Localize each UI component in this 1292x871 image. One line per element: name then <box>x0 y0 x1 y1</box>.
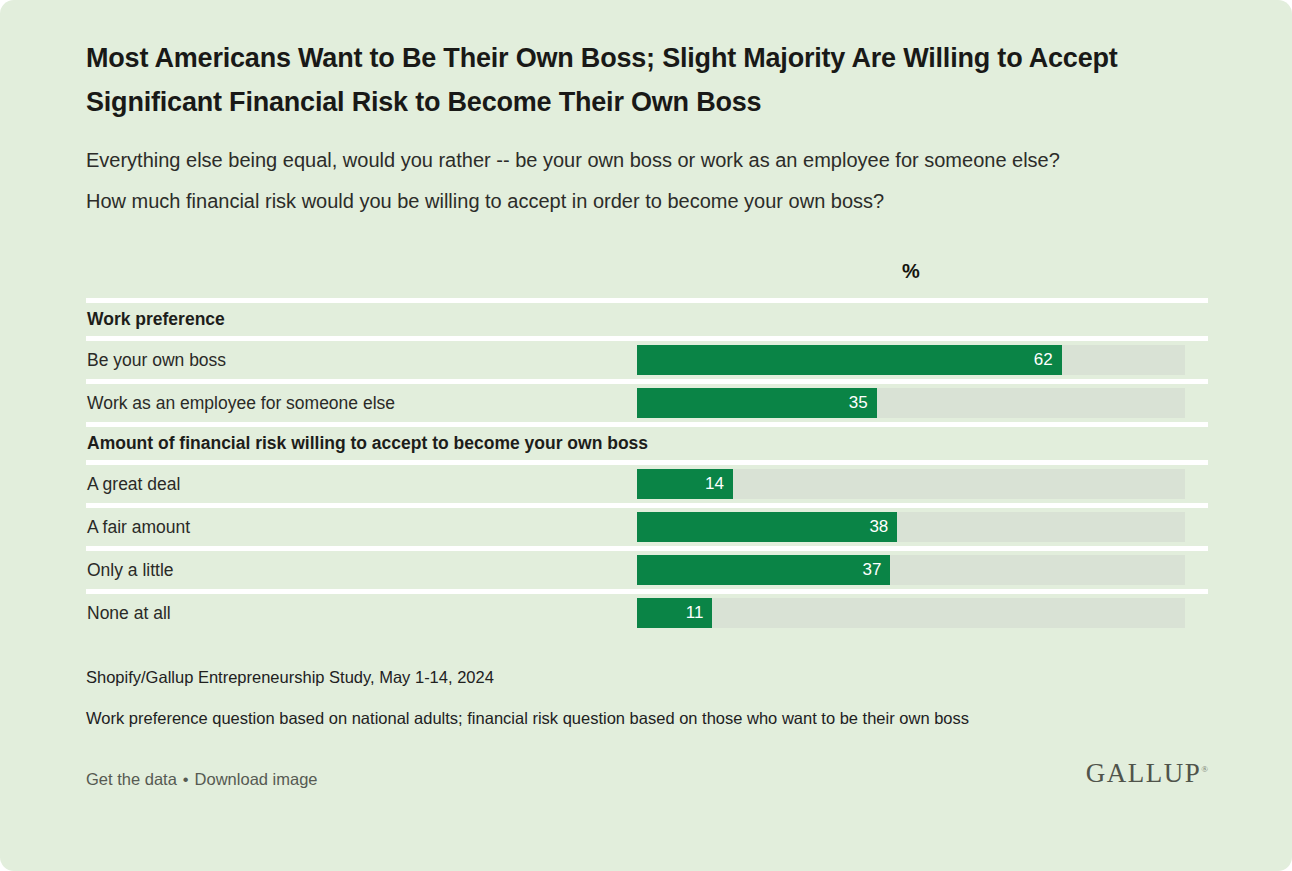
bar-value-label: 11 <box>686 603 713 623</box>
link-separator-bullet: • <box>183 770 189 788</box>
bar: 38 <box>637 512 897 542</box>
bar-track: 37 <box>637 555 1185 585</box>
section-header-row: Amount of financial risk willing to acce… <box>86 422 1208 460</box>
bar: 14 <box>637 469 733 499</box>
footer-bottom-row: Get the data • Download image GALLUP® <box>86 758 1208 789</box>
question-work-preference: Everything else being equal, would you r… <box>86 140 1186 181</box>
value-axis-label: % <box>637 260 1185 290</box>
bar-chart-table: Work preference Be your own boss 62 Work… <box>86 298 1208 632</box>
row-label: None at all <box>86 603 637 624</box>
section-header-work-preference: Work preference <box>86 309 225 330</box>
table-row: None at all 11 <box>86 589 1208 632</box>
bar-track: 35 <box>637 388 1185 418</box>
gallup-wordmark: GALLUP <box>1086 758 1202 788</box>
source-line: Shopify/Gallup Entrepreneurship Study, M… <box>86 668 1208 687</box>
bar: 11 <box>637 598 712 628</box>
table-row: Be your own boss 62 <box>86 336 1208 379</box>
bar: 35 <box>637 388 877 418</box>
download-image-link[interactable]: Download image <box>195 770 318 788</box>
bar-value-label: 37 <box>863 560 891 580</box>
methodology-note: Work preference question based on nation… <box>86 709 1208 728</box>
section-header-row: Work preference <box>86 298 1208 336</box>
bar-track: 62 <box>637 345 1185 375</box>
row-label: Work as an employee for someone else <box>86 393 637 414</box>
bar-value-label: 35 <box>849 393 877 413</box>
bar-track: 38 <box>637 512 1185 542</box>
bar-track: 11 <box>637 598 1185 628</box>
bar: 37 <box>637 555 890 585</box>
row-label: Only a little <box>86 560 637 581</box>
row-label: Be your own boss <box>86 350 637 371</box>
survey-questions: Everything else being equal, would you r… <box>86 140 1186 222</box>
registered-mark-icon: ® <box>1201 764 1208 774</box>
table-row: A great deal 14 <box>86 460 1208 503</box>
bar-value-label: 14 <box>705 474 733 494</box>
get-the-data-link[interactable]: Get the data <box>86 770 177 788</box>
footer-links: Get the data • Download image <box>86 770 318 789</box>
section-header-financial-risk: Amount of financial risk willing to acce… <box>86 433 648 454</box>
row-label: A great deal <box>86 474 637 495</box>
chart-card: Most Americans Want to Be Their Own Boss… <box>0 0 1292 871</box>
table-row: A fair amount 38 <box>86 503 1208 546</box>
bar-track: 14 <box>637 469 1185 499</box>
chart-title: Most Americans Want to Be Their Own Boss… <box>86 36 1208 124</box>
bar: 62 <box>637 345 1062 375</box>
row-label: A fair amount <box>86 517 637 538</box>
bar-value-label: 62 <box>1034 350 1062 370</box>
table-row: Only a little 37 <box>86 546 1208 589</box>
question-financial-risk: How much financial risk would you be wil… <box>86 181 1186 222</box>
bar-value-label: 38 <box>869 517 897 537</box>
table-row: Work as an employee for someone else 35 <box>86 379 1208 422</box>
gallup-logo: GALLUP® <box>1086 758 1208 789</box>
